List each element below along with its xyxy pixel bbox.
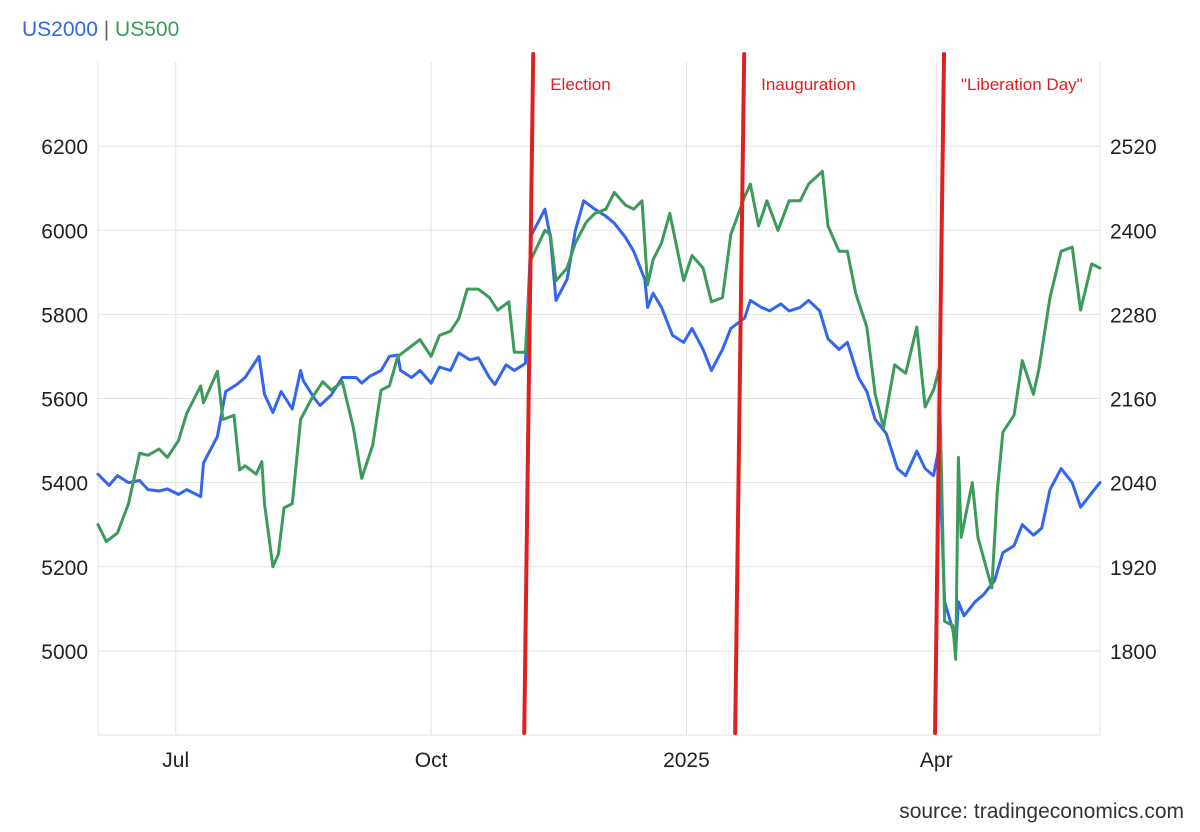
event-line-inauguration <box>733 52 747 735</box>
x-tick-label: Jul <box>162 749 189 772</box>
event-line-election <box>522 52 536 735</box>
right-y-tick-label: 1800 <box>1110 641 1157 664</box>
series-line-us500 <box>96 169 1102 661</box>
right-y-tick-label: 2520 <box>1110 136 1157 159</box>
source-credit: source: tradingeconomics.com <box>899 800 1184 823</box>
event-label-liberation-day: "Liberation Day" <box>961 75 1083 94</box>
series-line-us2000 <box>96 199 1102 653</box>
legend-separator: | <box>103 18 110 41</box>
left-y-tick-label: 5400 <box>41 473 88 496</box>
event-label-inauguration: Inauguration <box>761 75 856 94</box>
legend-us500[interactable]: US500 <box>115 18 180 41</box>
axes: 5000 1800 5200 1920 5400 2040 5600 2160 5800 2280… <box>41 136 1156 772</box>
right-y-tick-label: 1920 <box>1110 557 1157 580</box>
event-markers: Election Inauguration "Liberation Day" <box>522 52 1083 735</box>
left-y-tick-label: 5000 <box>41 641 88 664</box>
legend: US2000 | US500 <box>22 18 179 42</box>
legend-us2000[interactable]: US2000 <box>22 18 98 41</box>
event-label-election: Election <box>550 75 610 94</box>
left-y-tick-label: 6200 <box>41 136 88 159</box>
right-y-tick-label: 2040 <box>1110 473 1157 496</box>
x-tick-label: 2025 <box>663 749 710 772</box>
right-y-tick-label: 2400 <box>1110 220 1157 243</box>
gridlines <box>97 62 1101 736</box>
left-y-tick-label: 5600 <box>41 389 88 412</box>
x-tick-label: Oct <box>415 749 448 772</box>
x-tick-label: Apr <box>920 749 953 772</box>
event-line-liberation-day <box>933 52 947 735</box>
right-y-tick-label: 2160 <box>1110 389 1157 412</box>
left-y-tick-label: 5200 <box>41 557 88 580</box>
left-y-tick-label: 5800 <box>41 304 88 327</box>
left-y-tick-label: 6000 <box>41 220 88 243</box>
series-lines <box>96 169 1102 661</box>
right-y-tick-label: 2280 <box>1110 304 1157 327</box>
